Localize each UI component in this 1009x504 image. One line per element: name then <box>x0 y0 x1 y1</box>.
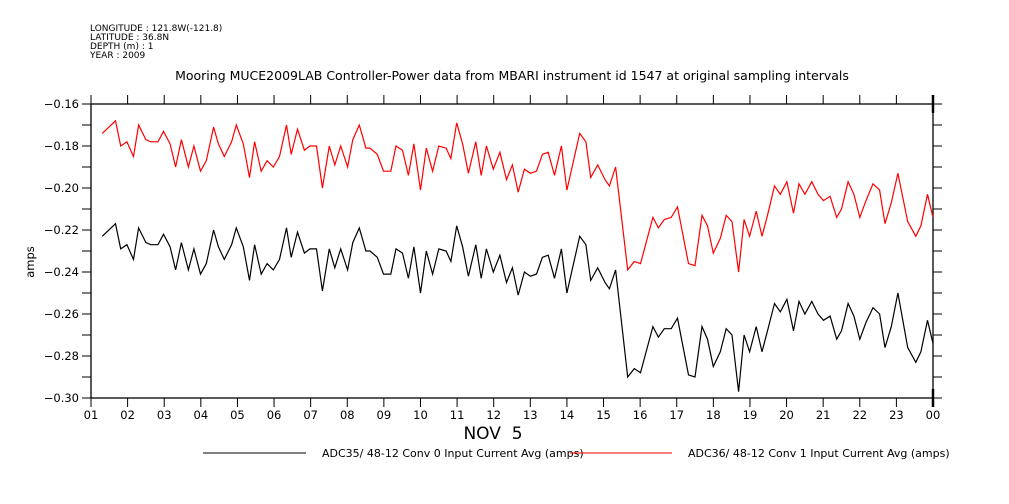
x-tick-label: 16 <box>633 408 648 422</box>
plot-frame <box>90 103 934 399</box>
y-tick-label: −0.30 <box>44 391 79 405</box>
x-tick-label: 23 <box>889 408 904 422</box>
y-tick-label: −0.16 <box>44 97 79 111</box>
x-tick-label: 12 <box>486 408 501 422</box>
x-tick-label: 08 <box>340 408 355 422</box>
latitude-label: LATITUDE : 36.8N <box>90 33 169 43</box>
y-tick-label: −0.26 <box>44 307 79 321</box>
x-axis-label: NOV 5 <box>463 424 522 444</box>
x-tick-label: 07 <box>303 408 318 422</box>
x-tick-label: 09 <box>377 408 392 422</box>
chart-title: Mooring MUCE2009LAB Controller-Power dat… <box>175 68 849 83</box>
x-tick-label: 04 <box>194 408 209 422</box>
x-tick-label: 00 <box>926 408 941 422</box>
y-tick-label: −0.18 <box>44 139 79 153</box>
axes: 01 02 03 04 05 06 07 08 09 10 11 12 13 14 15 16 17 18 19 20… <box>44 95 942 422</box>
series-group <box>101 119 934 392</box>
x-tick-label: 06 <box>267 408 282 422</box>
header-info: LONGITUDE : 121.8W(-121.8) LATITUDE : 36… <box>89 24 222 61</box>
series-line-adc36 <box>101 119 934 273</box>
y-tick-label: −0.20 <box>44 181 79 195</box>
x-tick-label: 01 <box>84 408 99 422</box>
y-axis-label: amps <box>23 246 37 278</box>
x-tick-label: 13 <box>523 408 538 422</box>
depth-label: DEPTH (m) : 1 <box>90 42 153 52</box>
y-tick-label: −0.24 <box>44 265 79 279</box>
x-tick-label: 10 <box>413 408 428 422</box>
x-tick-label: 20 <box>779 408 794 422</box>
longitude-label: LONGITUDE : 121.8W(-121.8) <box>90 24 222 34</box>
x-tick-label: 15 <box>596 408 611 422</box>
y-tick-label: −0.22 <box>44 223 79 237</box>
x-tick-label: 21 <box>816 408 831 422</box>
series-line-adc35 <box>101 222 934 392</box>
x-tick-label: 22 <box>852 408 867 422</box>
legend-label-adc36: ADC36/ 48-12 Conv 1 Input Current Avg (a… <box>688 447 950 460</box>
year-label: YEAR : 2009 <box>89 51 146 61</box>
x-tick-label: 11 <box>450 408 465 422</box>
x-tick-label: 14 <box>560 408 575 422</box>
legend-label-adc35: ADC35/ 48-12 Conv 0 Input Current Avg (a… <box>322 447 584 460</box>
y-tick-label: −0.28 <box>44 349 79 363</box>
legend: ADC35/ 48-12 Conv 0 Input Current Avg (a… <box>203 447 950 460</box>
x-tick-label: 19 <box>743 408 758 422</box>
x-tick-label: 18 <box>706 408 721 422</box>
x-tick-label: 17 <box>669 408 684 422</box>
x-tick-label: 02 <box>120 408 135 422</box>
x-tick-label: 03 <box>157 408 172 422</box>
x-tick-label: 05 <box>230 408 245 422</box>
